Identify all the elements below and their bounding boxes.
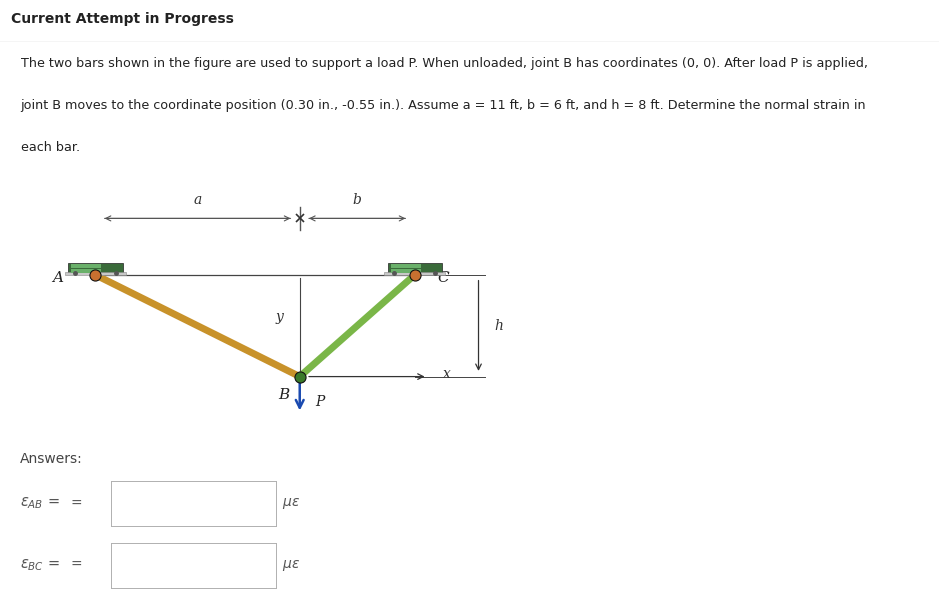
Text: x: x [443, 367, 452, 381]
Bar [69, 263, 122, 273]
Text: Answers:: Answers: [20, 452, 83, 466]
Text: a: a [193, 193, 202, 207]
Bar [71, 264, 101, 268]
Text: Current Attempt in Progress: Current Attempt in Progress [11, 12, 234, 26]
Text: $\mu\varepsilon$: $\mu\varepsilon$ [282, 558, 300, 573]
Bar [388, 263, 442, 273]
Bar [384, 272, 445, 275]
Text: $\varepsilon_{BC}$ =: $\varepsilon_{BC}$ = [20, 558, 60, 573]
Bar [391, 269, 421, 273]
Text: B: B [278, 388, 289, 402]
Text: joint B moves to the coordinate position (0.30 in., -0.55 in.). Assume a = 11 ft: joint B moves to the coordinate position… [21, 99, 867, 112]
Text: y: y [276, 310, 284, 325]
Text: b: b [353, 193, 362, 207]
Text: The two bars shown in the figure are used to support a load P. When unloaded, jo: The two bars shown in the figure are use… [21, 57, 868, 70]
Text: each bar.: each bar. [21, 141, 80, 153]
Text: $\mu\varepsilon$: $\mu\varepsilon$ [282, 496, 300, 511]
Bar [391, 264, 421, 268]
Bar [65, 272, 126, 275]
Text: h: h [495, 319, 503, 333]
Text: $\varepsilon_{AB}$ =: $\varepsilon_{AB}$ = [20, 496, 60, 511]
Text: =: = [70, 496, 82, 511]
Text: C: C [437, 270, 449, 285]
Text: =: = [70, 558, 82, 572]
Text: P: P [316, 395, 325, 409]
Text: A: A [53, 270, 64, 285]
Bar [71, 269, 101, 273]
